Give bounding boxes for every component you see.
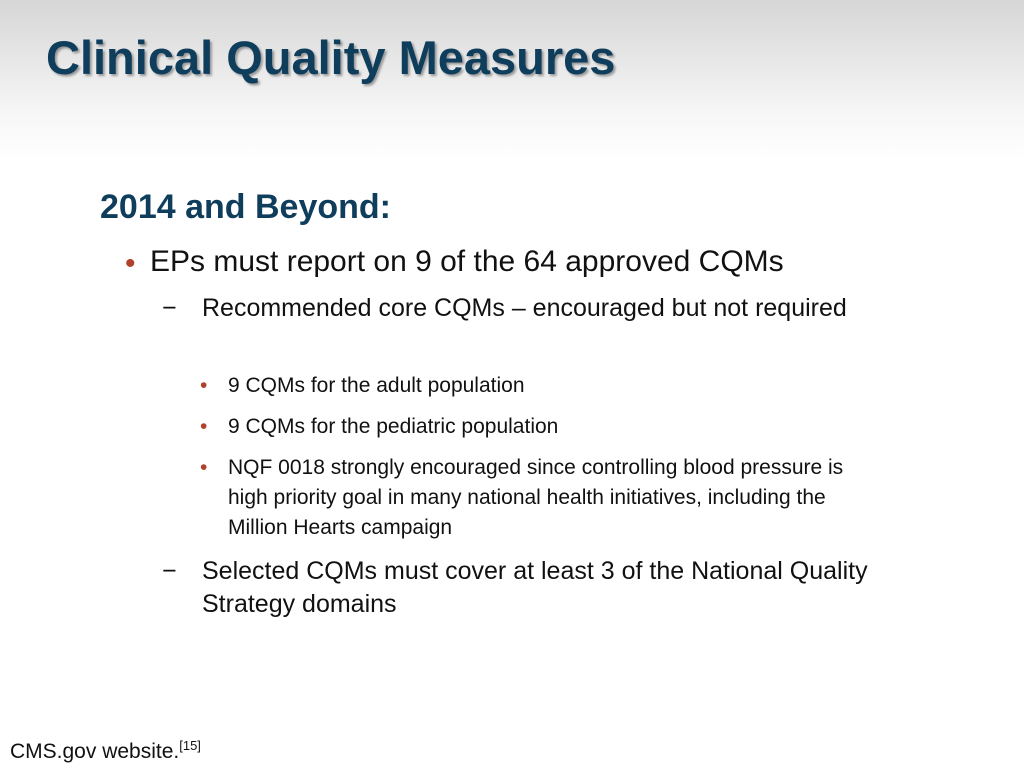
- slide-title: Clinical Quality Measures: [46, 31, 616, 84]
- source-text: CMS.gov website.: [10, 740, 180, 763]
- sub-item-recommended-core: Recommended core CQMs – encouraged but n…: [202, 294, 847, 322]
- section-heading: 2014 and Beyond:: [100, 188, 391, 226]
- bullet-icon: •: [200, 374, 208, 397]
- sub-item-selected-cqms: Selected CQMs must cover at least 3 of t…: [202, 557, 868, 618]
- sub-sub-item-adult: 9 CQMs for the adult population: [228, 374, 525, 397]
- source-reference: [15]: [179, 738, 201, 753]
- bullet-icon: •: [200, 456, 208, 479]
- bullet-icon: •: [200, 415, 208, 438]
- sub-sub-item-nqf-0018: NQF 0018 strongly encouraged since contr…: [228, 456, 844, 539]
- sub-sub-item-pediatric: 9 CQMs for the pediatric population: [228, 415, 559, 438]
- title-band: [0, 0, 1024, 160]
- bullet-icon: •: [125, 247, 136, 280]
- dash-icon: −: [162, 557, 177, 585]
- source-citation: CMS.gov website.[15]: [10, 738, 201, 764]
- bullet-item-report-cqms: EPs must report on 9 of the 64 approved …: [150, 245, 784, 278]
- dash-icon: −: [162, 294, 177, 322]
